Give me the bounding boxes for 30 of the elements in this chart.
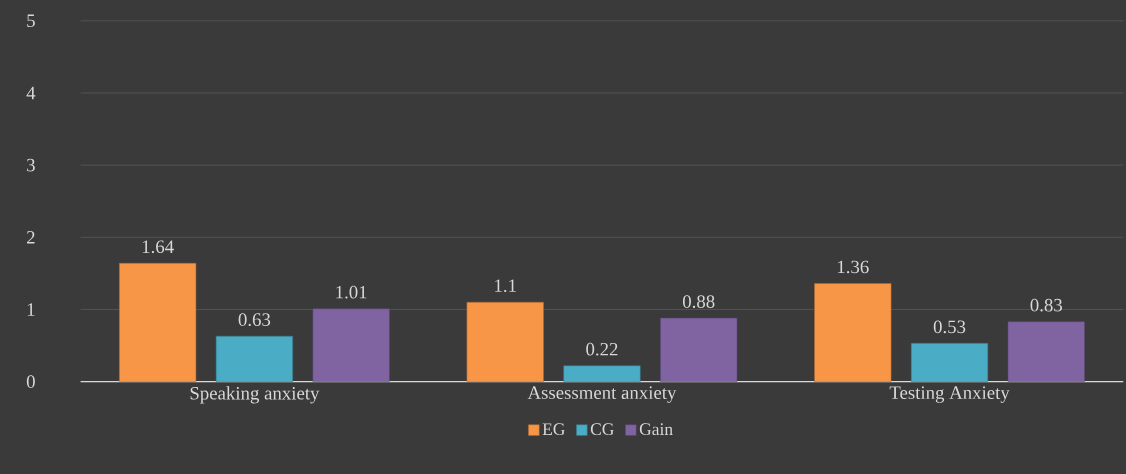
data-label: 0.83 xyxy=(1030,298,1063,312)
y-tick-label: 2 xyxy=(26,230,35,244)
y-tick-label: 4 xyxy=(26,86,36,100)
bar xyxy=(910,342,989,382)
data-label: 1.01 xyxy=(336,285,367,299)
bar xyxy=(563,365,641,382)
data-label: 0.53 xyxy=(933,320,966,334)
data-label: 0.88 xyxy=(682,295,715,308)
bar xyxy=(660,317,738,382)
data-label: 0.63 xyxy=(238,313,271,326)
legend-label: Gain xyxy=(639,423,673,435)
bar xyxy=(312,308,390,382)
x-tick-label: Testing Anxiety xyxy=(889,386,1010,403)
x-tick-label: Speaking anxiety xyxy=(190,386,320,404)
data-label: 0.22 xyxy=(586,342,618,356)
bar xyxy=(814,283,892,382)
data-label: 1.64 xyxy=(142,240,174,253)
y-tick-label: 0 xyxy=(26,375,35,388)
data-label: 1.36 xyxy=(837,260,869,274)
bar xyxy=(215,335,293,382)
legend-label: EG xyxy=(542,423,565,435)
y-tick-label: 5 xyxy=(27,14,35,27)
data-label: 1.1 xyxy=(495,279,516,292)
bar xyxy=(119,262,197,382)
bar xyxy=(1007,321,1085,382)
y-tick-label: 1 xyxy=(27,303,35,316)
legend-label: CG xyxy=(590,423,614,435)
x-tick-label: Assessment anxiety xyxy=(527,386,677,403)
y-tick-label: 3 xyxy=(27,158,35,172)
bar xyxy=(466,301,544,382)
